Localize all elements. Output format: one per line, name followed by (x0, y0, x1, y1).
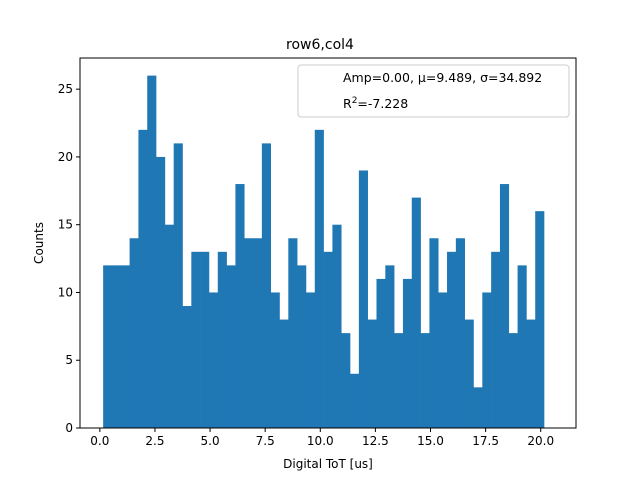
histogram-bar (323, 251, 333, 428)
histogram-bar (429, 238, 439, 428)
x-tick-label: 2.5 (145, 434, 164, 448)
histogram-bar (253, 238, 263, 428)
histogram-bar (120, 265, 130, 428)
histogram-bar (200, 251, 210, 428)
y-axis-ticks: 0 5 10 15 20 25 (58, 82, 80, 435)
histogram-bar (173, 143, 183, 428)
histogram-bar (482, 292, 492, 428)
x-tick-label: 15.0 (417, 434, 444, 448)
x-tick-label: 5.0 (201, 434, 220, 448)
histogram-bar (332, 224, 342, 428)
histogram-bar (517, 265, 527, 428)
histogram-bar (305, 292, 316, 428)
histogram-bar (508, 333, 518, 428)
legend-r2-sup: 2 (352, 96, 358, 106)
legend-entry-r2: R2=-7.228 (343, 96, 408, 111)
histogram-bar (147, 75, 157, 428)
legend-box (297, 64, 570, 118)
histogram-bar (314, 129, 324, 429)
histogram-bar (138, 129, 148, 429)
histogram-bar (156, 156, 166, 428)
histogram-bar (411, 197, 421, 428)
plot-frame (79, 57, 577, 429)
x-tick-label: 17.5 (472, 434, 499, 448)
legend-r2-prefix: R (343, 96, 352, 111)
x-tick-label: 0.0 (90, 434, 109, 448)
histogram-bar (261, 143, 271, 428)
y-tick-label: 5 (65, 353, 73, 367)
x-axis-label: Digital ToT [us] (283, 457, 373, 471)
legend-entry-fit: Amp=0.00, μ=9.489, σ=34.892 (343, 70, 542, 85)
histogram-bar (208, 292, 219, 428)
histogram-bar (270, 292, 280, 428)
histogram-bar (103, 265, 113, 428)
histogram-bar (420, 333, 430, 428)
histogram-bar (367, 319, 377, 428)
histogram-bar (182, 306, 192, 428)
histogram-bar (244, 238, 254, 428)
histogram-bar (191, 251, 201, 428)
histogram-bar (394, 333, 404, 428)
histogram-bar (226, 265, 236, 428)
histogram-bar (473, 387, 483, 428)
histogram-bar (455, 238, 465, 428)
histogram-bar (447, 251, 457, 428)
histogram-bar (358, 170, 368, 428)
x-axis-ticks: 0.0 2.5 5.0 7.5 10.0 12.5 15.0 17.5 20.0 (90, 428, 554, 448)
histogram-bar (535, 211, 545, 428)
histogram-bar (111, 265, 122, 428)
y-axis-label: Counts (32, 222, 46, 264)
y-tick-label: 15 (58, 218, 73, 232)
x-tick-label: 7.5 (256, 434, 275, 448)
x-tick-label: 20.0 (527, 434, 554, 448)
x-tick-label: 12.5 (362, 434, 389, 448)
histogram-bar (341, 333, 351, 428)
histogram-bar (297, 265, 307, 428)
histogram-bar (499, 184, 510, 428)
histogram-bar (129, 238, 139, 428)
histogram-bar (217, 251, 227, 428)
histogram-bar (350, 373, 360, 428)
histogram-bar (526, 319, 536, 428)
histogram-bar (279, 319, 289, 428)
bars-group (103, 75, 545, 429)
histogram-bar (385, 265, 395, 428)
histogram-bar (288, 238, 298, 428)
y-tick-label: 0 (65, 421, 73, 435)
x-tick-label: 10.0 (307, 434, 334, 448)
histogram-bar (235, 184, 245, 428)
histogram-bar (164, 224, 174, 428)
histogram-bar (464, 319, 474, 428)
y-tick-label: 25 (58, 82, 73, 96)
chart-title: row6,col4 (286, 37, 354, 53)
legend: Amp=0.00, μ=9.489, σ=34.892 R2=-7.228 (297, 64, 570, 118)
y-tick-label: 20 (58, 150, 73, 164)
histogram-bar (376, 278, 386, 428)
y-tick-label: 10 (58, 285, 73, 299)
histogram-bar (491, 251, 501, 428)
histogram-bar (438, 292, 448, 428)
histogram-bar (402, 278, 413, 428)
legend-r2-value: =-7.228 (357, 96, 408, 111)
